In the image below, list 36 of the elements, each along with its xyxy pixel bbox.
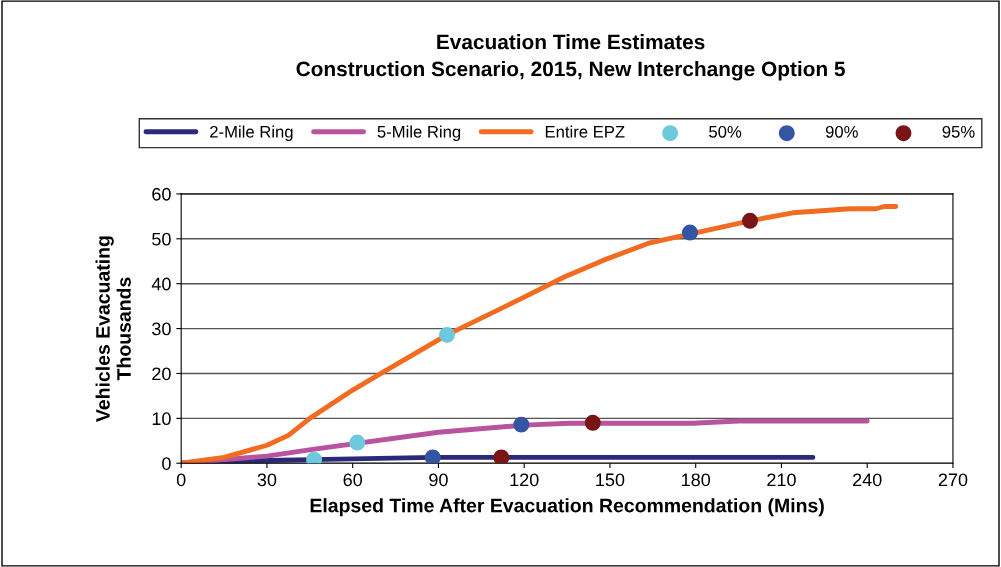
x-tick-label: 180: [682, 473, 711, 487]
x-tick-label: 0: [176, 473, 186, 487]
point: [439, 326, 455, 343]
legend-label: Entire EPZ: [545, 125, 625, 138]
y-tick-label: 60: [152, 187, 171, 201]
y-tick-label: 30: [152, 322, 171, 336]
point: [424, 449, 441, 464]
point: [742, 212, 758, 229]
x-tick-label: 90: [429, 473, 448, 487]
legend-label: 2-Mile Ring: [210, 125, 293, 142]
point: [681, 224, 698, 241]
y-tick-label: 0: [162, 457, 171, 470]
x-tick-label: 30: [257, 473, 277, 487]
x-tick-label: 120: [510, 473, 539, 487]
x-tick-label: 150: [596, 473, 625, 487]
x-tick-label: 240: [853, 473, 882, 487]
y-tick-label: 10: [152, 412, 171, 426]
point: [493, 449, 510, 464]
legend-label: 5-Mile Ring: [377, 125, 461, 142]
legend-label: 90%: [825, 125, 858, 138]
legend-label: 50%: [709, 125, 742, 138]
y-tick-label: 50: [152, 232, 171, 246]
x-tick-label: 210: [767, 473, 796, 487]
line-series: [181, 204, 899, 464]
point: [349, 434, 366, 451]
x-tick-label: 270: [938, 473, 968, 487]
point: [306, 451, 323, 464]
y-tick-label: 20: [152, 367, 171, 381]
point: [584, 414, 601, 431]
x-tick-label: 60: [343, 473, 363, 487]
x-axis-title: Elapsed Time After Evacuation Recommendation (Mins): [310, 498, 824, 517]
y-axis-title: Vehicles Evacuating Thousands: [95, 236, 131, 422]
point: [513, 416, 530, 433]
legend-label: 95%: [942, 125, 975, 138]
y-tick-label: 40: [151, 277, 171, 291]
chart-title: Evacuation Time Estimates Construction Scenario, 2015, New Interchange Option 5: [296, 34, 845, 81]
